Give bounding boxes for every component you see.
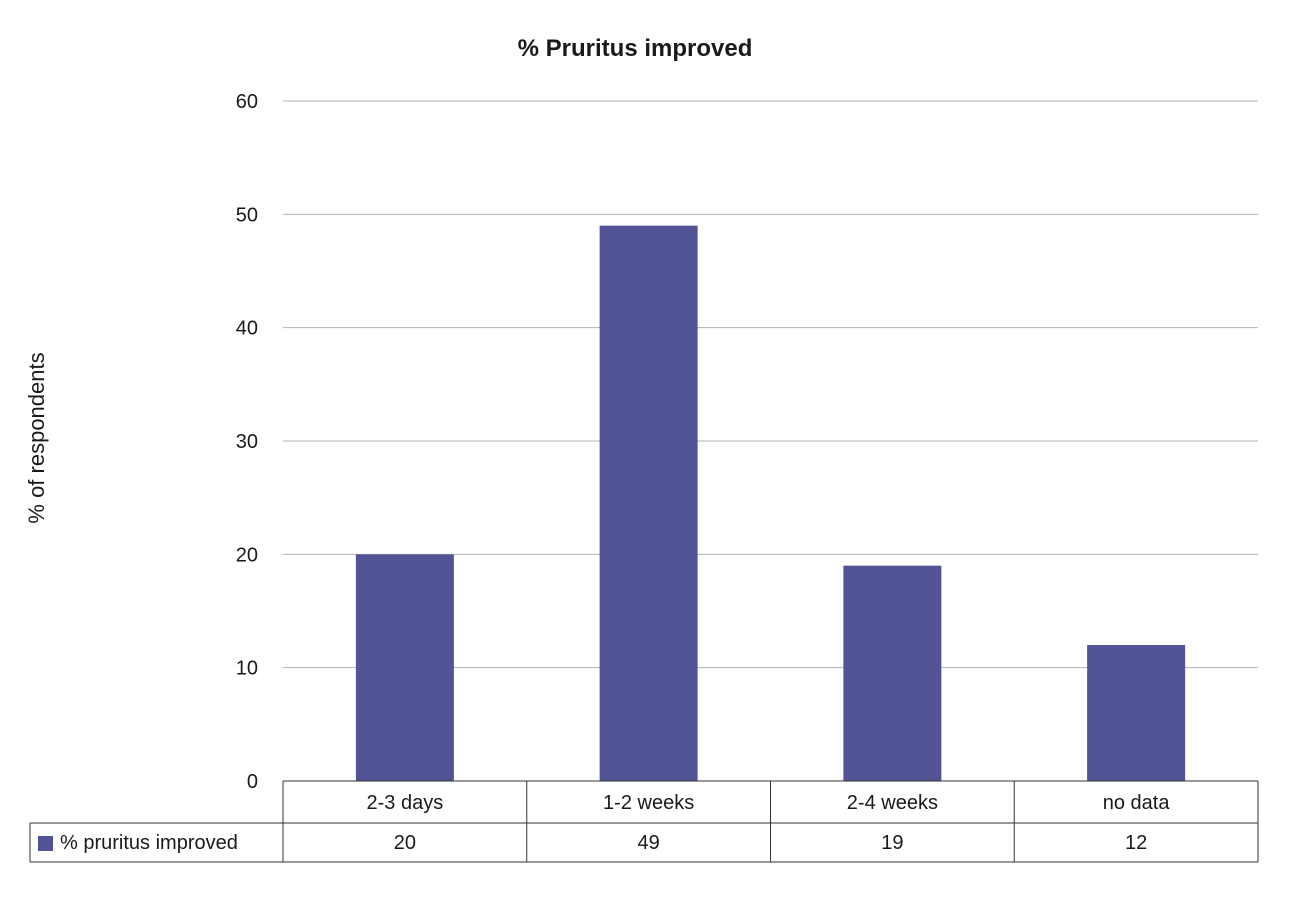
data-label: 19 <box>881 832 903 854</box>
bar <box>355 554 454 781</box>
x-tick-label: 1-2 weeks <box>603 792 694 814</box>
data-label: 20 <box>394 832 416 854</box>
y-tick-label: 0 <box>247 771 258 793</box>
bar <box>1087 645 1186 781</box>
chart-title: % Pruritus improved <box>518 35 753 62</box>
x-tick-label: 2-3 days <box>367 792 444 814</box>
y-axis-label: % of respondents <box>24 352 49 523</box>
bar <box>599 225 698 781</box>
y-tick-label: 20 <box>236 544 258 566</box>
y-tick-label: 50 <box>236 204 258 226</box>
legend-label: % pruritus improved <box>60 832 238 854</box>
legend-swatch <box>38 836 53 851</box>
x-tick-label: no data <box>1103 792 1171 814</box>
y-tick-label: 10 <box>236 658 258 680</box>
bars <box>355 225 1186 781</box>
data-table: 2-3 days 20 1-2 weeks 49 2-4 weeks 19 no data 1… <box>29 780 1259 863</box>
data-label: 49 <box>638 832 660 854</box>
y-tick-label: 60 <box>236 91 258 113</box>
y-axis-ticks: 0 10 20 30 40 50 60 <box>236 91 258 793</box>
bar <box>843 565 942 781</box>
y-tick-label: 30 <box>236 431 258 453</box>
y-tick-label: 40 <box>236 318 258 340</box>
data-label: 12 <box>1125 832 1147 854</box>
x-tick-label: 2-4 weeks <box>847 792 938 814</box>
